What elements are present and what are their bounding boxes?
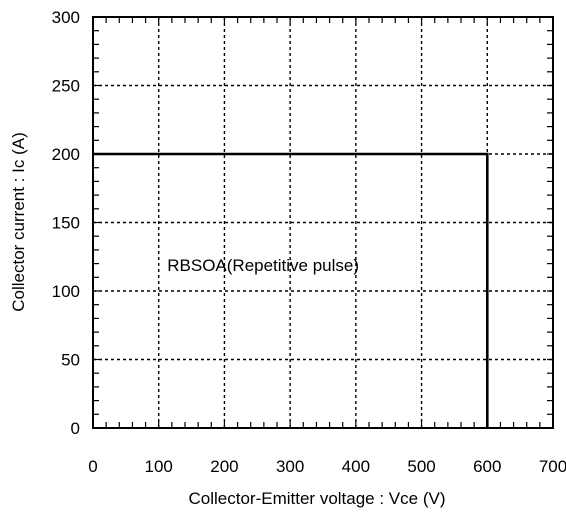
x-tick-labels: 0 100 200 300 400 500 600 700 xyxy=(88,457,566,476)
plot-frame xyxy=(92,16,554,429)
y-tick-label: 50 xyxy=(61,351,80,370)
x-tick-label: 400 xyxy=(342,457,370,476)
x-tick-label: 500 xyxy=(407,457,435,476)
y-axis-label: Collector current : Ic (A) xyxy=(9,132,28,312)
y-tick-label: 300 xyxy=(52,8,80,27)
x-tick-label: 600 xyxy=(473,457,501,476)
x-tick-label: 100 xyxy=(145,457,173,476)
x-tick-label: 0 xyxy=(88,457,97,476)
grid-lines xyxy=(93,17,553,428)
x-tick-label: 700 xyxy=(539,457,566,476)
y-tick-label: 0 xyxy=(71,419,80,438)
y-tick-label: 250 xyxy=(52,77,80,96)
x-tick-label: 300 xyxy=(276,457,304,476)
x-tick-label: 200 xyxy=(210,457,238,476)
rbsoa-boundary-line xyxy=(93,152,489,428)
y-tick-label: 100 xyxy=(52,282,80,301)
y-tick-label: 150 xyxy=(52,214,80,233)
y-tick-labels: 0 50 100 150 200 250 300 xyxy=(52,8,80,438)
annotation-rbsoa-label: RBSOA(Repetitive pulse) xyxy=(167,256,359,275)
x-axis-label: Collector-Emitter voltage : Vce (V) xyxy=(189,489,446,508)
series-layer xyxy=(92,152,489,429)
y-tick-label: 200 xyxy=(52,145,80,164)
